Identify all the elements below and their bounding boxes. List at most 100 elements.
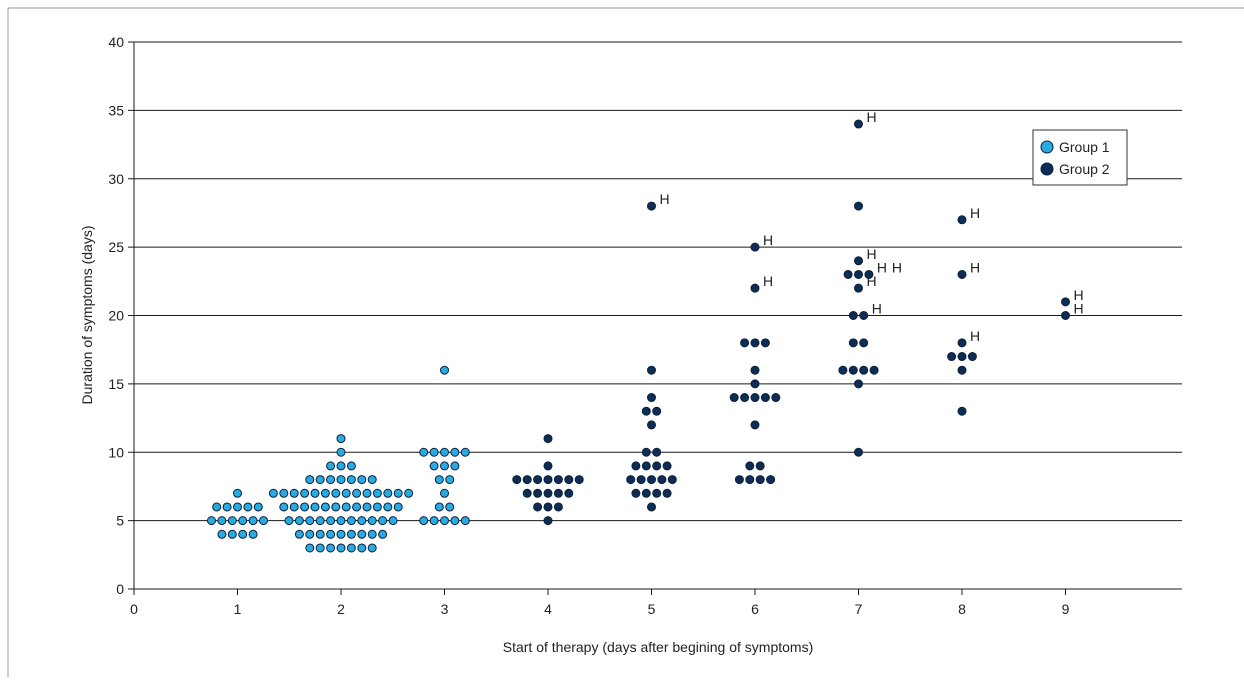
- series-1-point: [357, 529, 367, 539]
- series-1-point: [217, 529, 227, 539]
- series-1-point: [326, 475, 336, 485]
- x-tick-label: 3: [441, 601, 449, 617]
- series-1-point: [233, 502, 242, 512]
- legend-marker: [1040, 162, 1054, 176]
- series-2-point: [522, 488, 532, 498]
- series-1-point: [310, 502, 320, 512]
- hospitalization-marker: H: [970, 205, 980, 221]
- series-2-point: [1061, 297, 1070, 307]
- series-2-point: [750, 420, 760, 430]
- series-1-point: [367, 475, 377, 485]
- series-2-point: [957, 352, 967, 362]
- series-1-point: [419, 516, 429, 526]
- series-2-point: [662, 488, 672, 498]
- series-1-point: [352, 502, 362, 512]
- series-2-point: [647, 420, 656, 430]
- series-2-point: [626, 475, 636, 485]
- series-2-point: [553, 502, 563, 512]
- series-2-point: [533, 488, 543, 498]
- hospitalization-marker: H: [872, 301, 882, 317]
- series-2-point: [957, 406, 967, 416]
- series-2-point: [543, 502, 553, 512]
- series-1-point: [341, 488, 351, 498]
- series-1-point: [357, 543, 367, 553]
- series-1-point: [227, 529, 237, 539]
- series-1-point: [336, 447, 346, 457]
- series-1-point: [315, 543, 325, 553]
- series-1-point: [362, 488, 372, 498]
- series-2-point: [564, 475, 574, 485]
- series-1-point: [284, 516, 294, 526]
- y-tick-label: 5: [116, 513, 124, 529]
- series-1-point: [429, 447, 439, 457]
- series-2-point: [729, 393, 739, 403]
- series-2-point: [843, 269, 853, 279]
- hospitalization-marker: H: [867, 273, 877, 289]
- series-2-point: [657, 475, 667, 485]
- hospitalization-marker: H: [1074, 287, 1084, 303]
- series-2-point: [760, 338, 770, 348]
- x-axis: 0 1 2 3 4 5 6 7 8 9: [130, 589, 1070, 617]
- series-1-point: [404, 488, 414, 498]
- series-1-point: [326, 516, 336, 526]
- series-1-point: [326, 543, 336, 553]
- series-1-point: [393, 502, 403, 512]
- series-2-point: [533, 475, 543, 485]
- hospitalization-marker: H: [892, 259, 902, 275]
- series-1-point: [341, 502, 351, 512]
- series-2-point: [771, 393, 781, 403]
- series-2-point: [652, 461, 662, 471]
- y-tick-label: 20: [108, 308, 124, 324]
- series-1-point: [352, 488, 362, 498]
- series-1-point: [450, 461, 460, 471]
- hospitalization-marker: H: [660, 191, 670, 207]
- series-2-point: [838, 365, 848, 375]
- series-1-point: [289, 488, 299, 498]
- x-tick-label: 2: [337, 601, 345, 617]
- legend-label: Group 2: [1059, 161, 1110, 177]
- series-2-point: [854, 283, 863, 293]
- series-1-point: [227, 516, 237, 526]
- x-tick-label: 4: [544, 601, 552, 617]
- series-1-point: [445, 475, 455, 485]
- series-1-point: [440, 447, 449, 457]
- series-1-point: [212, 502, 222, 512]
- legend-box: [1032, 129, 1128, 186]
- series-1-point: [460, 447, 470, 457]
- series-2-point: [957, 338, 967, 348]
- series-1-point: [434, 502, 444, 512]
- series-2-point: [574, 475, 584, 485]
- series-2-point: [750, 242, 760, 252]
- series-1-point: [440, 461, 449, 471]
- y-tick-label: 10: [108, 444, 124, 460]
- series-2-point: [1061, 311, 1070, 320]
- series-1-point: [362, 502, 372, 512]
- series-1-point: [336, 516, 346, 526]
- series-2-point: [755, 475, 765, 485]
- series-1-point: [305, 516, 315, 526]
- series-2-point: [641, 406, 651, 416]
- series-1-point: [305, 543, 315, 553]
- series-1-point: [336, 529, 346, 539]
- series-2-point: [641, 447, 651, 457]
- series-2-point: [854, 269, 863, 279]
- series-1-point: [248, 516, 258, 526]
- series-1-point: [315, 529, 325, 539]
- hospitalization-marker: H: [867, 109, 877, 125]
- series-1-point: [217, 516, 227, 526]
- y-tick-label: 15: [108, 376, 124, 392]
- series-2-point: [750, 338, 760, 348]
- series-1-point: [326, 529, 336, 539]
- x-tick-label: 0: [130, 601, 138, 617]
- y-tick-label: 40: [108, 34, 124, 50]
- series-1-point: [393, 488, 403, 498]
- series-2-point: [543, 475, 553, 485]
- series-2-point: [533, 502, 543, 512]
- series-1-point: [320, 488, 330, 498]
- series-1-point: [331, 502, 341, 512]
- series-2-point: [631, 488, 641, 498]
- series-2-point: [967, 352, 977, 362]
- hospitalization-marker: H: [763, 273, 773, 289]
- series-1-point: [336, 543, 346, 553]
